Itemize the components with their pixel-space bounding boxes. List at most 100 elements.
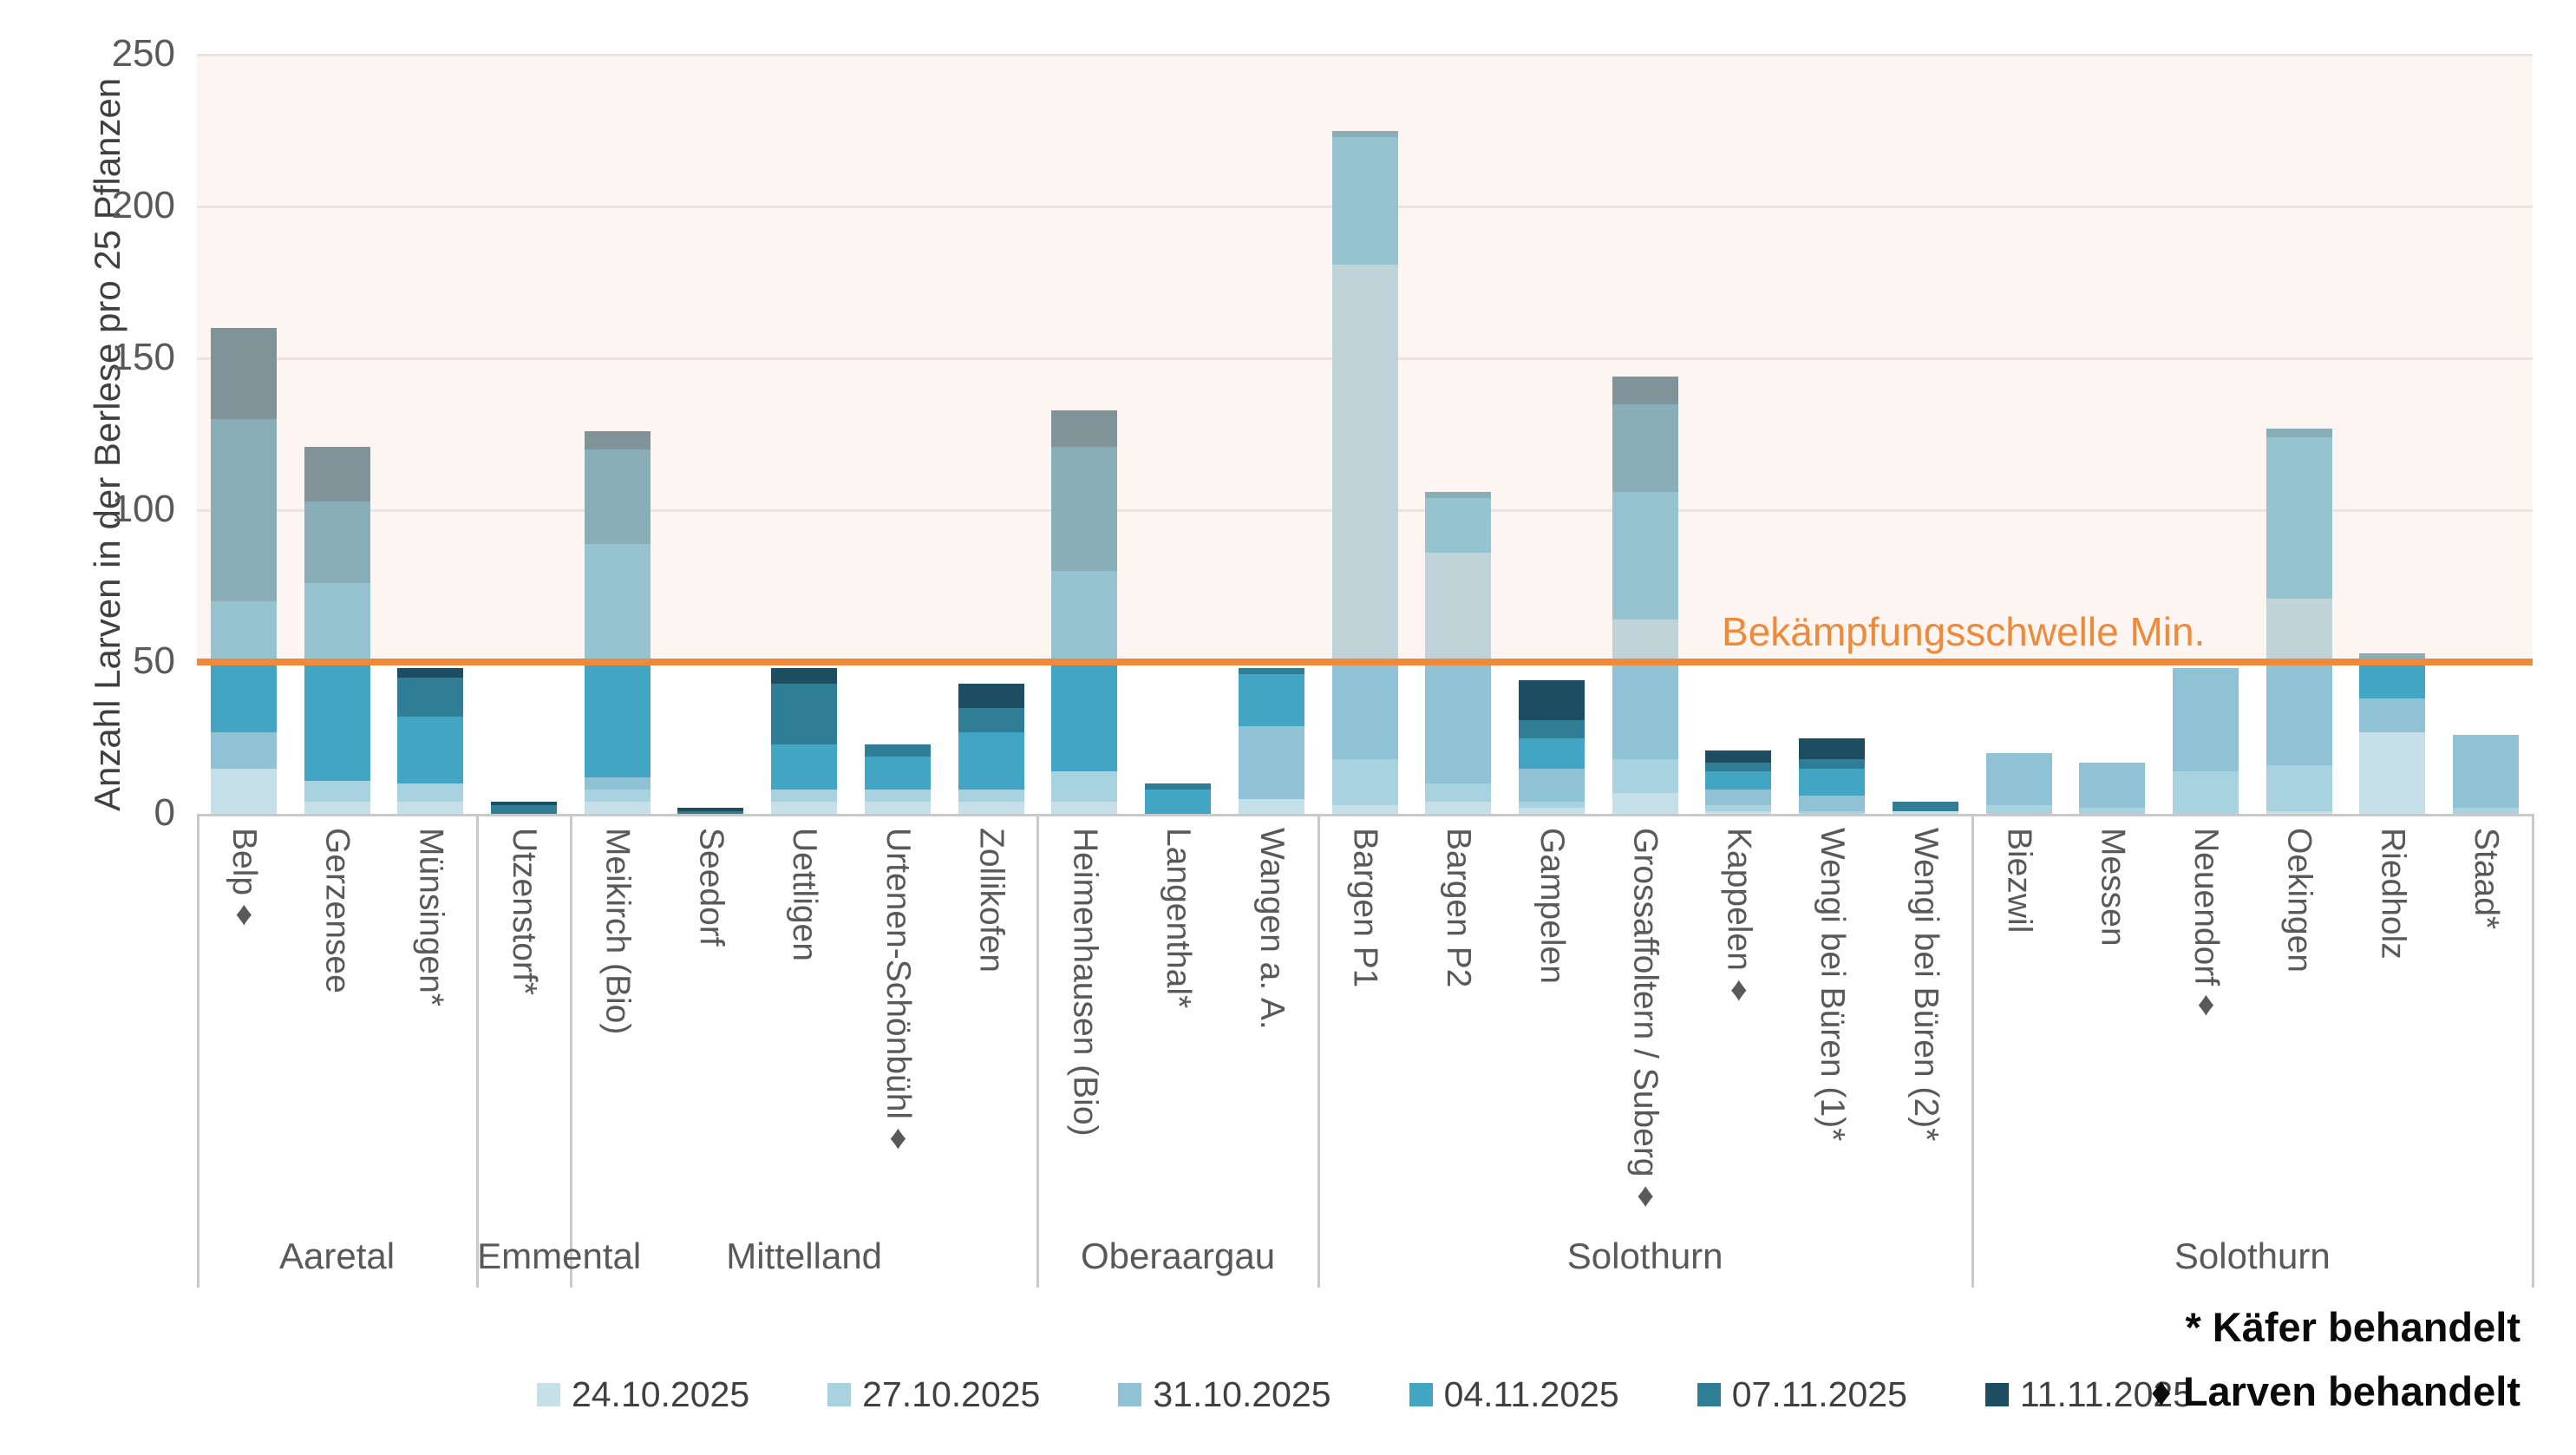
bar-segment [1238,674,1304,726]
x-tick-label: Messen [2094,828,2132,947]
x-tick-label: Belp♦ [225,828,263,934]
legend-swatch-icon [1118,1383,1142,1406]
x-tick-label: Zollikofen [972,828,1010,973]
legend-label: 31.10.2025 [1153,1374,1331,1414]
bar-segment [1799,810,1866,814]
bar-segment [1985,753,2052,805]
group-divider [1317,814,1320,1288]
legend-item: 07.11.2025 [1697,1374,1907,1415]
y-tick-label: 100 [111,488,175,530]
bar-segment [1612,377,1678,404]
bar-segment [677,810,744,814]
bar-segment [1051,446,1118,571]
bar-segment [2359,662,2426,698]
bar-segment [2453,808,2520,814]
bar-segment [1331,759,1398,805]
bar-segment [491,802,558,805]
note-kaefer: * Käfer behandelt [2185,1304,2520,1350]
bar-segment [304,780,370,802]
legend-item: 24.10.2025 [536,1374,749,1415]
bar-segment [584,431,651,449]
x-axis-line [197,814,2533,816]
y-tick-label: 250 [111,32,175,75]
bar-segment [210,601,277,732]
legend-item: 04.11.2025 [1409,1374,1619,1415]
legend-label: 27.10.2025 [862,1374,1041,1414]
legend-item: 27.10.2025 [827,1374,1040,1415]
bar-segment [771,668,838,684]
bar-segment [1331,130,1398,137]
bar-segment [584,802,651,814]
bar-segment [304,583,370,781]
bar-segment [304,802,370,814]
bar-segment [864,744,931,757]
bar-segment [1331,264,1398,759]
bar-segment [2359,652,2426,662]
bar-segment [1612,403,1678,492]
bar-segment [958,790,1024,802]
bar-segment [1612,759,1678,793]
bar-segment [1518,737,1585,769]
bar-segment [584,777,651,790]
x-tick-label: Bargen P2 [1440,828,1478,988]
bar-segment [1145,790,1212,814]
group-divider [1036,814,1040,1288]
x-tick-label: Münsingen* [412,828,450,1006]
bar-segment [2265,437,2332,599]
bar-segment [1705,790,1772,805]
bar-segment [1612,619,1678,759]
bar-segment [210,419,277,601]
bar-segment [2359,698,2426,732]
bar-segment [864,802,931,814]
bar-segment [771,790,838,802]
bar-segment [304,501,370,583]
group-label: Aaretal [279,1235,396,1276]
bar-segment [397,783,464,802]
bar-segment [1892,810,1958,814]
group-divider [2532,814,2534,1288]
bar-segment [2079,762,2146,808]
group-label: Solothurn [1566,1235,1723,1276]
x-tick-label: Wangen a. A. [1252,828,1291,1030]
bar-segment [1799,768,1866,796]
bar-segment [1051,802,1118,814]
threshold-label: Bekämpfungsschwelle Min. [1722,609,2206,654]
bar-segment [1705,762,1772,771]
legend-item: 31.10.2025 [1118,1374,1331,1415]
bar-segment [2265,428,2332,437]
bar-segment [1705,810,1772,814]
x-tick-label: Gerzensee [318,828,356,993]
bar-segment [1425,498,1492,553]
bar-segment [397,717,464,783]
bar-segment [1238,668,1304,674]
legend-label: 04.11.2025 [1443,1374,1619,1414]
bar-segment [864,790,931,802]
bar-segment [958,802,1024,814]
bar-segment [1705,771,1772,790]
bar-segment [1518,768,1585,802]
note-larven: ♦ Larven behandelt [2150,1368,2520,1414]
bar-segment [958,731,1024,790]
bar-segment [2265,765,2332,811]
bar-segment [1799,759,1866,769]
x-tick-label: Kappelen♦ [1720,828,1758,1008]
x-tick-label: Biezwil [2000,828,2038,934]
bar-segment [210,731,277,769]
bar-segment [1892,802,1958,811]
x-tick-label: Langenthal* [1160,828,1198,1009]
bar-segment [1612,492,1678,619]
bar-segment [1985,804,2052,814]
bar-segment [1518,680,1585,720]
x-tick-label: Wengi bei Büren (1)* [1814,828,1852,1142]
bar-segment [1705,804,1772,811]
legend-label: 07.11.2025 [1731,1374,1907,1414]
x-tick-label: Staad* [2468,828,2506,930]
bar-segment [1051,571,1118,771]
legend-swatch-icon [827,1383,852,1406]
legend-label: 11.11.2025 [2019,1374,2194,1414]
group-divider [1971,814,1974,1288]
x-tick-label: Uettligen [786,828,824,961]
x-tick-label: Meikirch (Bio) [598,828,637,1035]
bar-segment [1799,796,1866,811]
